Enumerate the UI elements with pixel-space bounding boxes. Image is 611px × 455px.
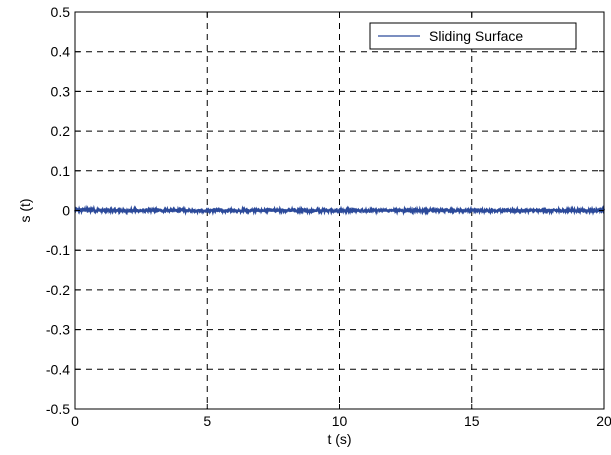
x-axis-ticks: 0 5 10 15 20 — [71, 12, 611, 429]
y-tick-label-2: 0.3 — [51, 83, 71, 99]
y-tick-label-6: -0.1 — [46, 242, 70, 258]
y-tick-label-0: 0.5 — [51, 4, 71, 20]
legend: Sliding Surface — [369, 22, 577, 50]
series-line-0 — [73, 204, 606, 216]
x-axis-label: t (s) — [327, 431, 351, 447]
series-group — [73, 204, 606, 216]
x-tick-label-3: 15 — [464, 413, 480, 429]
y-tick-label-1: 0.4 — [51, 44, 71, 60]
x-tick-label-0: 0 — [71, 413, 79, 429]
y-tick-label-9: -0.4 — [46, 361, 70, 377]
y-axis-ticks: 0.5 0.4 0.3 0.2 0.1 0 -0.1 -0.2 -0.3 -0.4 -0.5 — [46, 4, 604, 417]
y-tick-label-8: -0.3 — [46, 322, 70, 338]
x-tick-label-4: 20 — [596, 413, 611, 429]
legend-entry-sliding-surface: Sliding Surface — [429, 28, 523, 44]
x-tick-label-1: 5 — [203, 413, 211, 429]
y-tick-label-4: 0.1 — [51, 163, 71, 179]
y-tick-label-5: 0 — [62, 203, 70, 219]
y-axis-label: s (t) — [17, 198, 33, 222]
y-tick-label-7: -0.2 — [46, 282, 70, 298]
x-tick-label-2: 10 — [332, 413, 348, 429]
y-tick-label-10: -0.5 — [46, 401, 70, 417]
grid-lines — [75, 12, 604, 409]
y-tick-label-3: 0.2 — [51, 123, 71, 139]
